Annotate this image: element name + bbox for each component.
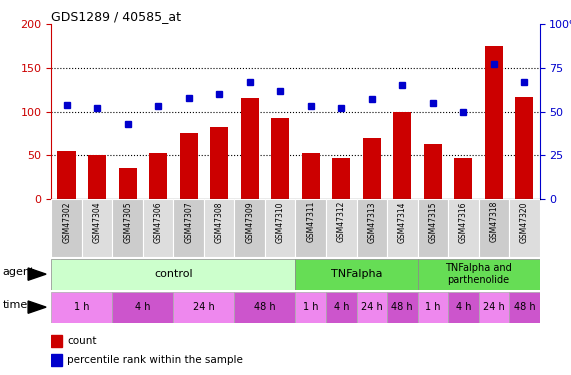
Text: GSM47318: GSM47318 [489, 201, 498, 243]
Text: 4 h: 4 h [333, 302, 349, 312]
Text: GSM47309: GSM47309 [245, 201, 254, 243]
Text: 48 h: 48 h [254, 302, 276, 312]
Bar [240, 99, 259, 199]
Bar [174, 292, 235, 322]
Text: GSM47305: GSM47305 [123, 201, 132, 243]
Bar [174, 199, 204, 257]
Bar [82, 199, 112, 257]
Bar [51, 199, 82, 257]
Bar [235, 199, 265, 257]
Bar [112, 292, 174, 322]
Text: GSM47304: GSM47304 [93, 201, 102, 243]
Text: GSM47315: GSM47315 [428, 201, 437, 243]
Bar [332, 158, 351, 199]
Text: time: time [3, 300, 28, 310]
Bar [51, 292, 112, 322]
Bar [448, 199, 478, 257]
Text: 1 h: 1 h [74, 302, 90, 312]
Text: 48 h: 48 h [513, 302, 535, 312]
Bar [51, 259, 296, 290]
Bar [58, 151, 76, 199]
Text: GSM47313: GSM47313 [367, 201, 376, 243]
Text: 24 h: 24 h [361, 302, 383, 312]
Bar [296, 292, 326, 322]
Bar [387, 199, 417, 257]
Bar [301, 153, 320, 199]
Text: TNFalpha and
parthenolide: TNFalpha and parthenolide [445, 263, 512, 285]
Text: percentile rank within the sample: percentile rank within the sample [67, 355, 243, 365]
Bar [515, 97, 533, 199]
Text: agent: agent [3, 267, 35, 277]
Text: TNFalpha: TNFalpha [331, 269, 382, 279]
Text: GDS1289 / 40585_at: GDS1289 / 40585_at [51, 10, 182, 23]
Text: count: count [67, 336, 96, 346]
Text: GSM47306: GSM47306 [154, 201, 163, 243]
Bar [119, 168, 137, 199]
Bar [448, 292, 478, 322]
Bar [296, 259, 417, 290]
Bar [417, 292, 448, 322]
Text: GSM47320: GSM47320 [520, 201, 529, 243]
Bar [363, 138, 381, 199]
Text: GSM47311: GSM47311 [306, 201, 315, 243]
Bar [326, 199, 356, 257]
Bar [296, 199, 326, 257]
Text: GSM47312: GSM47312 [337, 201, 346, 243]
Bar [143, 199, 174, 257]
Bar [326, 292, 356, 322]
Bar [149, 153, 167, 199]
Bar [51, 354, 62, 366]
Text: 4 h: 4 h [135, 302, 151, 312]
Text: GSM47302: GSM47302 [62, 201, 71, 243]
Bar [271, 118, 289, 199]
Text: GSM47316: GSM47316 [459, 201, 468, 243]
Bar [417, 199, 448, 257]
Bar [179, 134, 198, 199]
Text: control: control [154, 269, 193, 279]
Bar [454, 158, 472, 199]
Text: 1 h: 1 h [425, 302, 441, 312]
Bar [210, 127, 228, 199]
Bar [265, 199, 296, 257]
Text: 48 h: 48 h [392, 302, 413, 312]
Text: 1 h: 1 h [303, 302, 319, 312]
Text: GSM47310: GSM47310 [276, 201, 285, 243]
Bar [88, 155, 106, 199]
Bar [485, 46, 503, 199]
Bar [478, 199, 509, 257]
Bar [51, 334, 62, 346]
Text: GSM47308: GSM47308 [215, 201, 224, 243]
Text: 4 h: 4 h [456, 302, 471, 312]
Bar [204, 199, 235, 257]
Bar [356, 199, 387, 257]
Bar [112, 199, 143, 257]
Polygon shape [28, 268, 46, 280]
Bar [424, 144, 442, 199]
Bar [235, 292, 296, 322]
Bar [417, 259, 540, 290]
Text: GSM47314: GSM47314 [398, 201, 407, 243]
Polygon shape [28, 301, 46, 313]
Bar [478, 292, 509, 322]
Text: 24 h: 24 h [193, 302, 215, 312]
Bar [356, 292, 387, 322]
Bar [509, 199, 540, 257]
Text: 24 h: 24 h [483, 302, 505, 312]
Bar [509, 292, 540, 322]
Bar [393, 112, 412, 199]
Bar [387, 292, 417, 322]
Text: GSM47307: GSM47307 [184, 201, 193, 243]
